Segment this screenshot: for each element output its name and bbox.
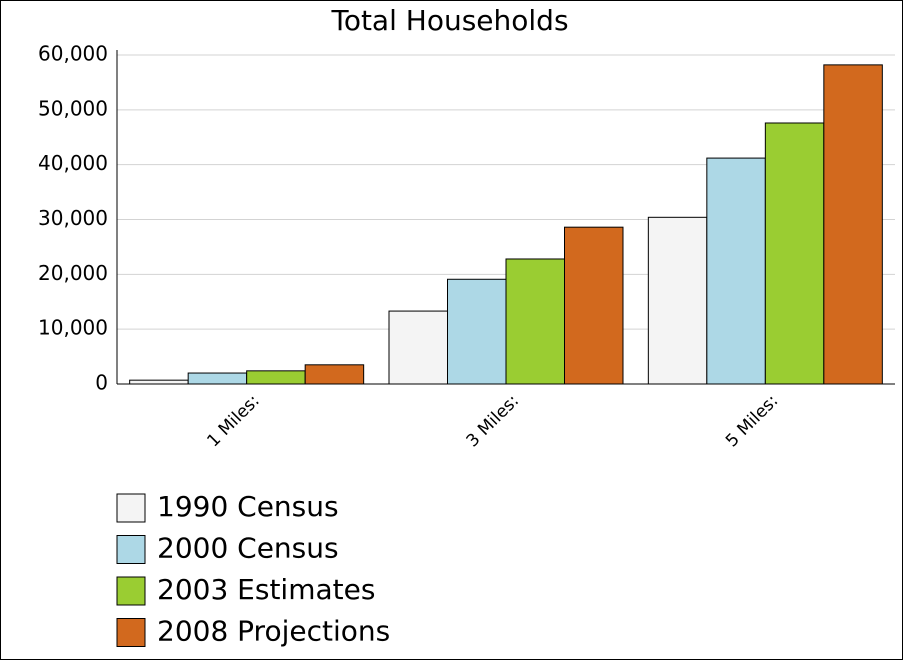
legend-swatch	[116, 576, 146, 606]
legend-label: 2003 Estimates	[157, 573, 375, 606]
bar	[246, 370, 306, 385]
bar	[505, 258, 565, 385]
legend-label: 2008 Projections	[157, 615, 390, 648]
y-tick-label: 20,000	[38, 261, 108, 285]
bar	[706, 157, 766, 385]
chart-title: Total Households	[330, 4, 568, 37]
bar	[764, 122, 825, 385]
bar	[823, 64, 883, 385]
legend-label: 1990 Census	[157, 490, 339, 523]
legend-swatch	[116, 618, 146, 647]
y-tick-label: 30,000	[38, 206, 108, 230]
legend-swatch	[116, 493, 146, 523]
bar	[388, 310, 448, 385]
bar	[129, 379, 189, 385]
y-tick-label: 10,000	[38, 316, 108, 340]
bar	[187, 372, 248, 385]
bar	[647, 216, 708, 385]
y-tick-label: 50,000	[38, 96, 108, 120]
bar	[447, 278, 507, 385]
y-tick-label: 0	[95, 371, 108, 395]
legend-swatch	[116, 535, 146, 564]
bar	[304, 364, 365, 385]
legend-label: 2000 Census	[157, 532, 339, 565]
bar	[564, 226, 624, 385]
y-tick-label: 40,000	[38, 151, 108, 175]
y-tick-label: 60,000	[38, 42, 108, 66]
